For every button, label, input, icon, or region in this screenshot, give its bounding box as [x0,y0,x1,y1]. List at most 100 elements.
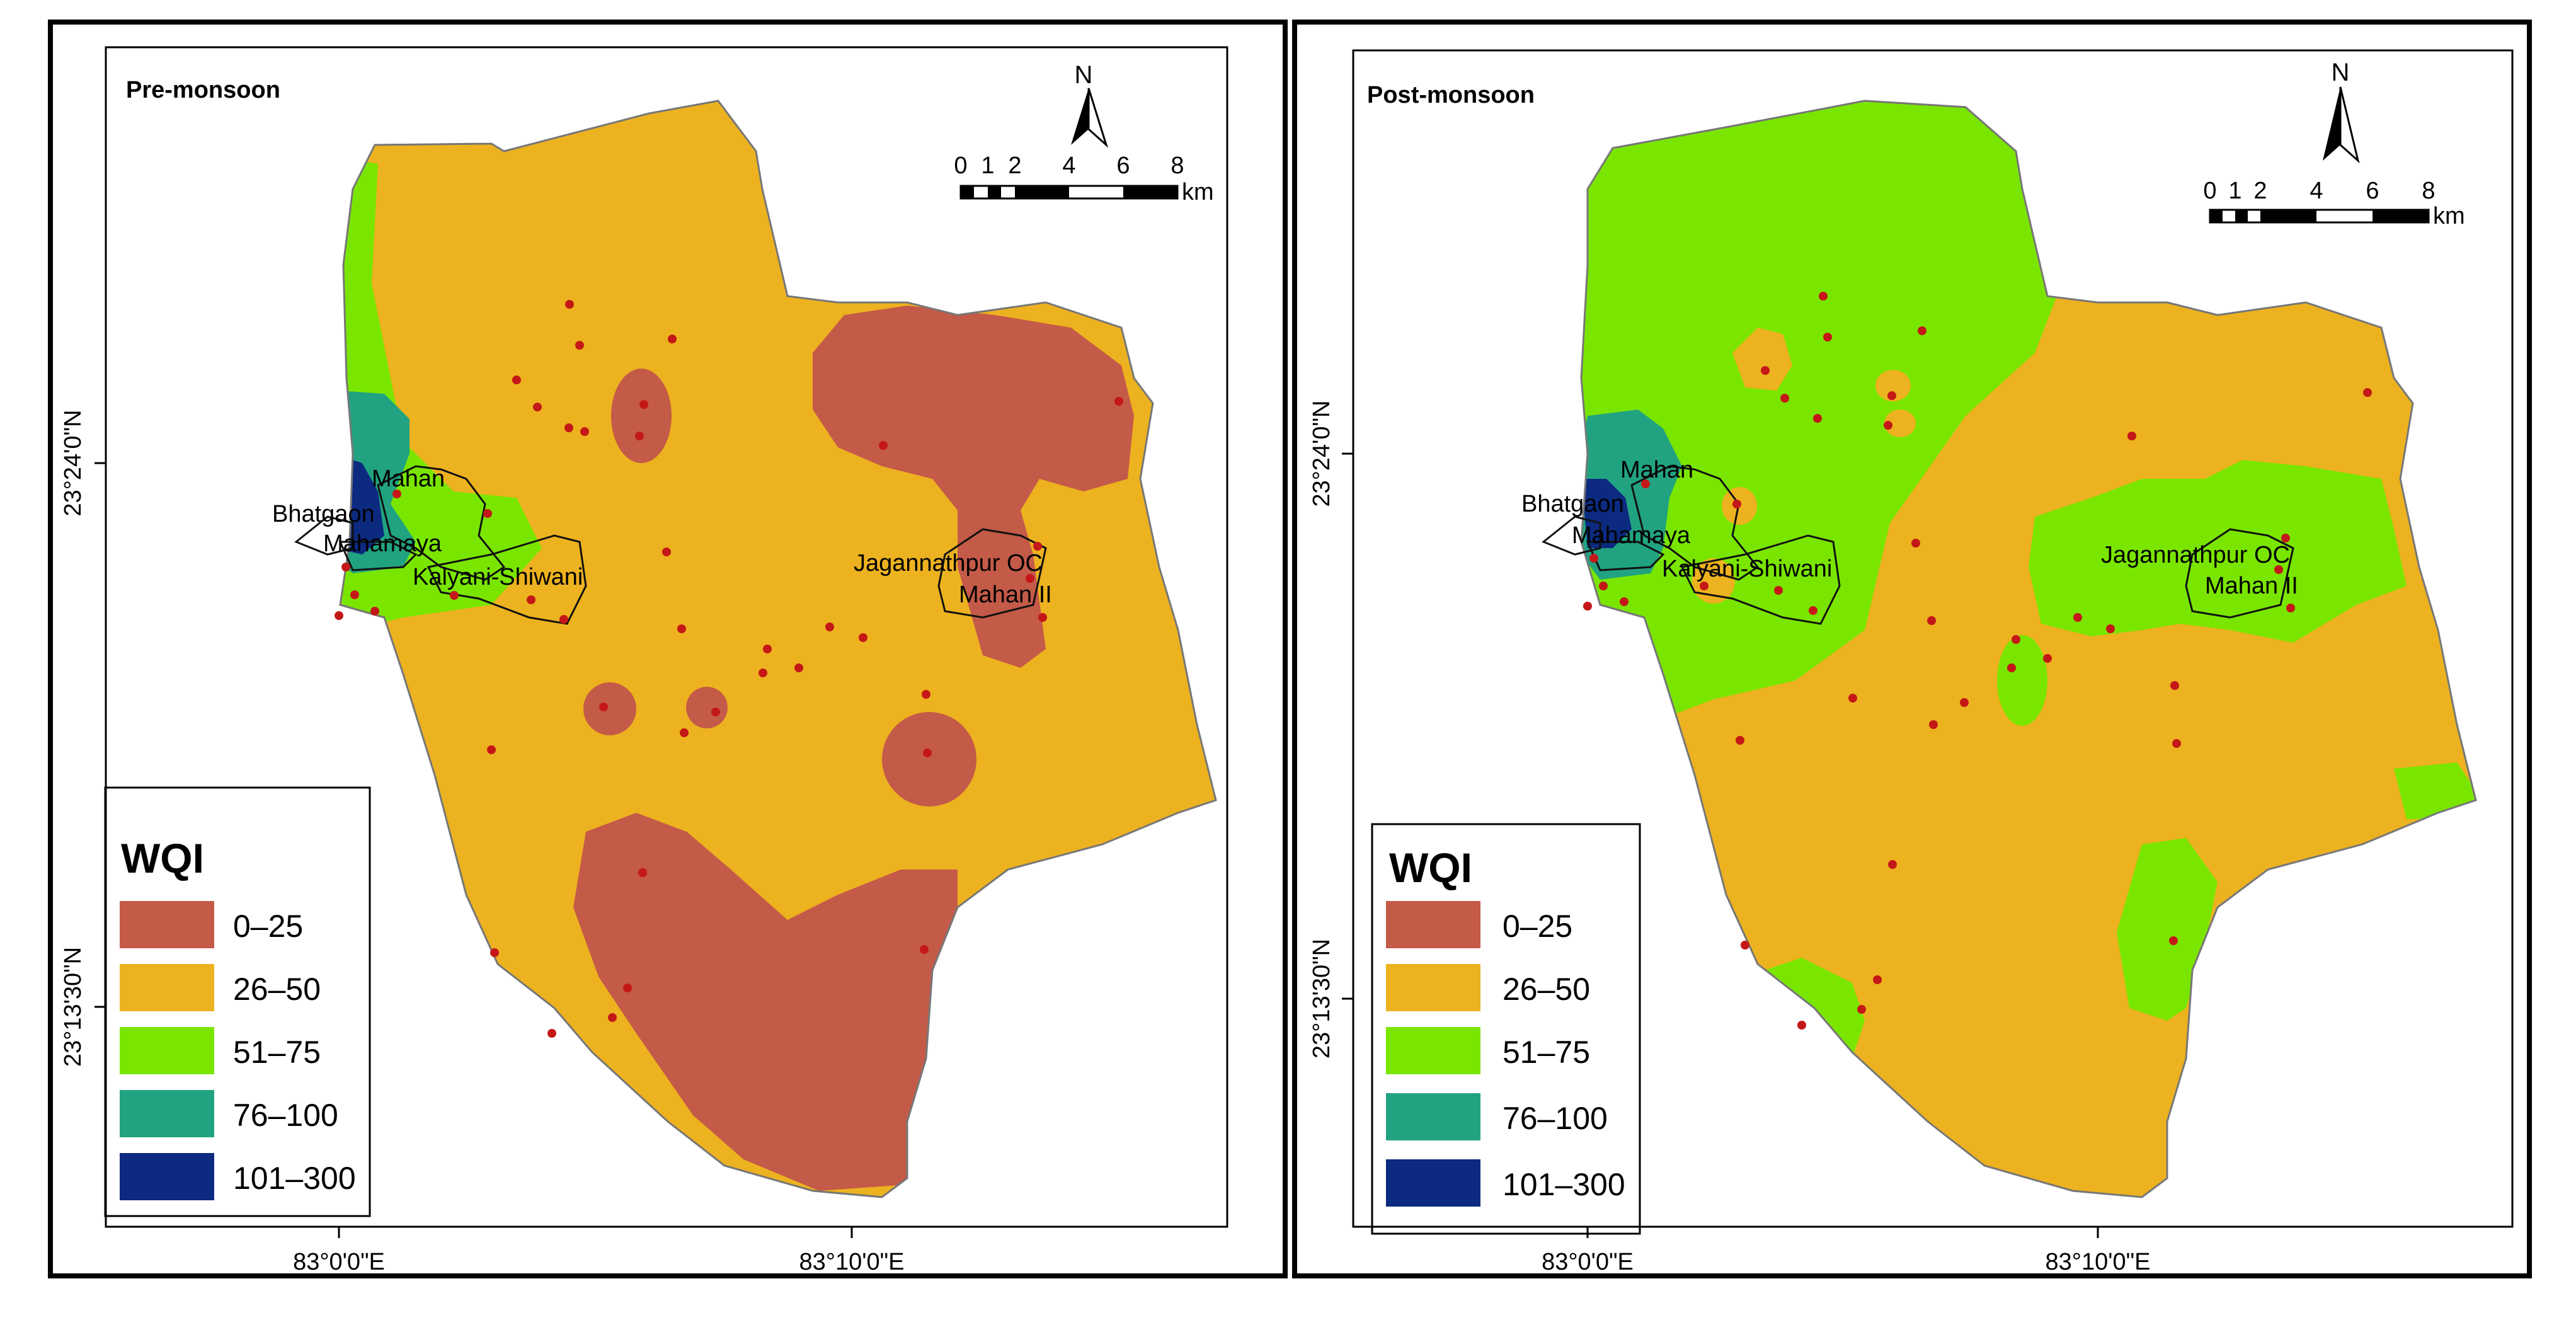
mine-boundary-jagannathpur [937,528,1047,619]
label-mahamaya: Mahamaya [1572,522,1691,549]
sampling-site-marker [1823,333,1832,341]
legend-label-101-300: 101–300 [233,1161,356,1196]
sampling-site-marker [639,400,648,409]
sampling-site-marker [1780,394,1789,403]
scale-tick-4: 4 [1062,152,1075,179]
scale-bar: 0 1 2 4 6 8 km [2203,178,2464,229]
legend-label-0-25: 0–25 [233,909,303,944]
sampling-site-marker [490,948,499,957]
zone-26-50-blob-3 [1884,410,1916,437]
sampling-site-marker [2363,388,2372,397]
north-arrow: N [1071,61,1109,148]
sampling-site-marker [638,868,647,877]
mine-boundary-mahan [1630,465,1760,581]
sampling-site-marker [794,663,803,672]
legend-label-26-50: 26–50 [1503,972,1590,1007]
sampling-site-marker [1583,602,1592,611]
sampling-site-marker [1929,720,1938,729]
lon-label-right: 83°10'0"E [799,1249,905,1275]
sampling-site-marker [1884,421,1892,430]
sampling-site-marker [547,1029,556,1038]
sampling-site-marker [341,563,350,571]
sampling-site-marker [2274,565,2283,574]
legend-title: WQI [121,835,204,881]
zone-0-25-south [573,813,958,1191]
map-pre-monsoon: Mahan Bhatgaon Mahamaya Kalyani-Shiwani … [60,46,1228,1275]
sampling-site-marker [1599,582,1608,590]
zone-101-300 [1581,479,1632,548]
panel-title-post-monsoon: Post-monsoon [1367,82,1535,108]
sampling-site-marker [623,984,632,992]
sampling-site-marker [392,490,401,498]
legend: WQI 0–25 26–50 51–75 76–100 101–300 [1371,823,1641,1235]
north-letter: N [1075,61,1093,89]
mine-boundary-mahamaya [338,541,418,571]
sampling-site-marker [2073,613,2082,622]
sampling-site-marker [1741,941,1749,950]
label-mahan: Mahan [1620,457,1693,483]
sampling-site-marker [1038,613,1047,622]
sampling-site-marker [1918,326,1926,335]
sampling-site-marker [1960,698,1969,707]
sampling-site-marker [1114,397,1123,406]
sampling-site-marker [370,607,379,616]
zone-26-50-blob-2 [1875,370,1911,401]
sampling-site-marker [335,611,343,620]
mine-boundary-kalyani-shiwani [1680,534,1841,625]
panel-title-pre-monsoon: Pre-monsoon [126,77,280,103]
label-jagannathpur-oc: Jagannathpur OC [2101,542,2290,568]
sampling-site-marker [1736,736,1744,745]
sampling-site-marker [923,749,932,757]
sampling-site-marker [1819,292,1828,301]
sampling-sites [335,300,1123,1038]
legend: WQI 0–25 26–50 51–75 76–100 101–300 [104,786,371,1217]
sampling-site-marker [1641,479,1650,488]
mine-boundary-kalyani-shiwani [426,534,587,625]
scale-bar: 0 1 2 4 6 8 km [954,152,1213,205]
sampling-site-marker [483,509,492,518]
sampling-site-marker [1887,391,1896,400]
scale-unit: km [1182,179,1214,205]
sampling-site-marker [1026,574,1034,583]
label-mahan-ii: Mahan II [2205,573,2298,599]
label-bhatgaon: Bhatgaon [1521,491,1624,517]
label-jagannathpur-oc: Jagannathpur OC [854,550,1043,577]
sampling-site-marker [1927,616,1936,625]
scale-tick-4: 4 [2310,178,2323,204]
north-arrow: N [2323,59,2360,164]
sampling-site-marker [575,341,584,350]
scale-tick-8: 8 [2422,178,2435,204]
sampling-site-marker [859,633,867,642]
scale-tick-2: 2 [2253,178,2267,204]
sampling-site-marker [662,548,671,556]
sampling-site-marker [527,595,535,604]
lon-label-left: 83°0'0"E [293,1249,385,1275]
sampling-site-marker [635,432,644,440]
sampling-site-marker [1761,366,1770,375]
sampling-site-marker [533,403,542,411]
mine-boundary-mahan [377,465,506,581]
sampling-site-marker [2172,739,2181,748]
sampling-site-marker [1873,975,1882,984]
sampling-site-marker [450,591,459,600]
sampling-site-marker [677,624,686,633]
scale-tick-0: 0 [954,152,967,179]
scale-unit: km [2433,203,2465,229]
zone-0-25-blob-1 [611,369,672,463]
label-kalyani-shiwani: Kalyani-Shiwani [1662,556,1832,582]
sampling-site-marker [1813,414,1822,423]
scale-tick-1: 1 [2228,178,2241,204]
legend-label-51-75: 51–75 [1503,1035,1590,1070]
sampling-site-marker [1809,606,1818,615]
sampling-site-marker [711,708,720,716]
zone-51-75-east [2029,460,2407,643]
legend-label-26-50: 26–50 [233,972,321,1007]
lat-label-top: 23°24'0"N [1308,400,1335,507]
sampling-site-marker [559,615,568,624]
study-area-boundary [1580,100,2477,1198]
zone-0-25-blob-3 [686,687,728,728]
mine-boundary-bhatgaon [294,515,354,556]
lon-label-right: 83°10'0"E [2046,1249,2151,1275]
zone-0-25-north-east [813,306,1134,668]
